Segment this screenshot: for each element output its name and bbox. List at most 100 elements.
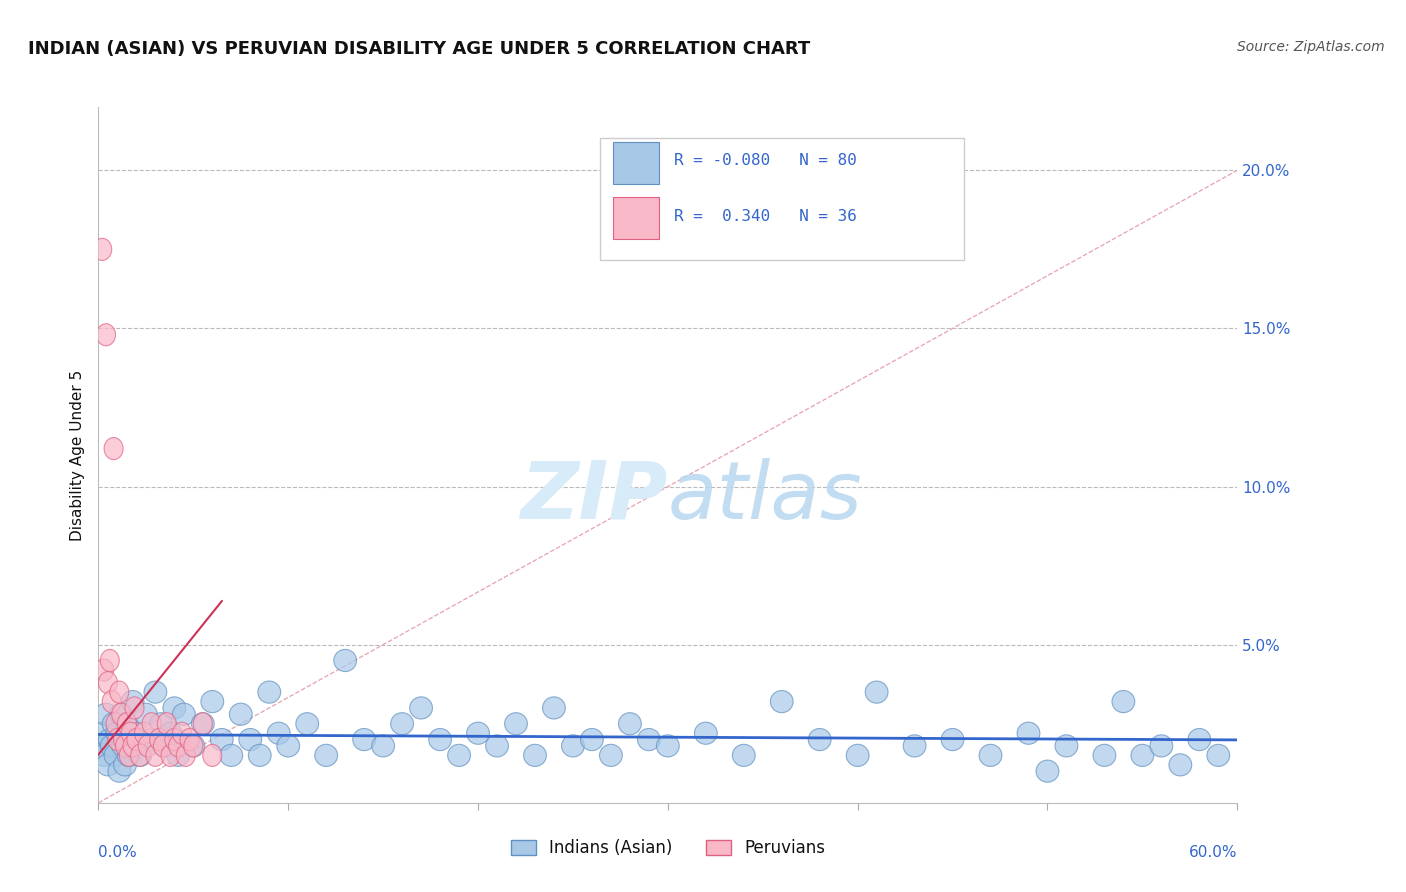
- Ellipse shape: [176, 744, 195, 766]
- Ellipse shape: [1017, 723, 1040, 744]
- Text: R = -0.080   N = 80: R = -0.080 N = 80: [673, 153, 856, 168]
- Ellipse shape: [211, 729, 233, 751]
- FancyBboxPatch shape: [613, 142, 659, 184]
- Ellipse shape: [637, 729, 661, 751]
- Ellipse shape: [695, 723, 717, 744]
- FancyBboxPatch shape: [599, 138, 965, 260]
- Ellipse shape: [153, 735, 173, 757]
- Text: 0.0%: 0.0%: [98, 845, 138, 860]
- Ellipse shape: [104, 437, 124, 459]
- Ellipse shape: [97, 754, 120, 776]
- Ellipse shape: [581, 729, 603, 751]
- Ellipse shape: [121, 690, 143, 713]
- Ellipse shape: [162, 744, 180, 766]
- Ellipse shape: [163, 697, 186, 719]
- Ellipse shape: [125, 723, 148, 744]
- Ellipse shape: [194, 713, 212, 735]
- Ellipse shape: [657, 735, 679, 757]
- Ellipse shape: [159, 723, 181, 744]
- FancyBboxPatch shape: [613, 197, 659, 239]
- Ellipse shape: [173, 723, 191, 744]
- Ellipse shape: [103, 713, 125, 735]
- Ellipse shape: [111, 703, 131, 725]
- Ellipse shape: [120, 729, 142, 751]
- Legend: Indians (Asian), Peruvians: Indians (Asian), Peruvians: [503, 833, 832, 864]
- Ellipse shape: [114, 754, 136, 776]
- Ellipse shape: [561, 735, 585, 757]
- Ellipse shape: [391, 713, 413, 735]
- Ellipse shape: [135, 723, 153, 744]
- Ellipse shape: [505, 713, 527, 735]
- Ellipse shape: [105, 723, 129, 744]
- Ellipse shape: [239, 729, 262, 751]
- Ellipse shape: [165, 729, 184, 751]
- Ellipse shape: [1092, 744, 1116, 766]
- Ellipse shape: [111, 735, 135, 757]
- Ellipse shape: [808, 729, 831, 751]
- Ellipse shape: [121, 723, 141, 744]
- Ellipse shape: [89, 735, 111, 757]
- Ellipse shape: [149, 729, 169, 751]
- Text: ZIP: ZIP: [520, 458, 668, 536]
- Ellipse shape: [98, 729, 121, 751]
- Ellipse shape: [157, 713, 176, 735]
- Ellipse shape: [333, 649, 357, 672]
- Ellipse shape: [135, 703, 157, 725]
- Ellipse shape: [1206, 744, 1230, 766]
- Ellipse shape: [181, 735, 205, 757]
- Ellipse shape: [143, 681, 167, 703]
- Ellipse shape: [1130, 744, 1154, 766]
- Ellipse shape: [315, 744, 337, 766]
- Ellipse shape: [108, 760, 131, 782]
- Ellipse shape: [120, 744, 138, 766]
- Ellipse shape: [138, 735, 157, 757]
- Ellipse shape: [173, 703, 195, 725]
- Text: R =  0.340   N = 36: R = 0.340 N = 36: [673, 209, 856, 224]
- Ellipse shape: [115, 713, 138, 735]
- Ellipse shape: [277, 735, 299, 757]
- Ellipse shape: [118, 713, 136, 735]
- Ellipse shape: [105, 713, 125, 735]
- Ellipse shape: [353, 729, 375, 751]
- Ellipse shape: [903, 735, 927, 757]
- Ellipse shape: [180, 729, 200, 751]
- Ellipse shape: [733, 744, 755, 766]
- Ellipse shape: [485, 735, 509, 757]
- Ellipse shape: [249, 744, 271, 766]
- Ellipse shape: [125, 697, 143, 719]
- Ellipse shape: [191, 713, 214, 735]
- Ellipse shape: [103, 690, 121, 713]
- Ellipse shape: [97, 324, 115, 346]
- Ellipse shape: [146, 744, 165, 766]
- Ellipse shape: [409, 697, 433, 719]
- Ellipse shape: [257, 681, 281, 703]
- Y-axis label: Disability Age Under 5: Disability Age Under 5: [70, 369, 86, 541]
- Ellipse shape: [543, 697, 565, 719]
- Ellipse shape: [267, 723, 290, 744]
- Ellipse shape: [124, 735, 142, 757]
- Ellipse shape: [202, 744, 222, 766]
- Ellipse shape: [131, 744, 149, 766]
- Ellipse shape: [167, 744, 190, 766]
- Ellipse shape: [979, 744, 1002, 766]
- Ellipse shape: [1150, 735, 1173, 757]
- Ellipse shape: [184, 735, 202, 757]
- Ellipse shape: [98, 672, 118, 694]
- Ellipse shape: [1054, 735, 1078, 757]
- Ellipse shape: [770, 690, 793, 713]
- Ellipse shape: [229, 703, 252, 725]
- Ellipse shape: [169, 735, 187, 757]
- Ellipse shape: [127, 729, 146, 751]
- Ellipse shape: [846, 744, 869, 766]
- Ellipse shape: [93, 238, 111, 260]
- Ellipse shape: [91, 723, 114, 744]
- Ellipse shape: [447, 744, 471, 766]
- Ellipse shape: [219, 744, 243, 766]
- Text: atlas: atlas: [668, 458, 863, 536]
- Ellipse shape: [129, 744, 152, 766]
- Ellipse shape: [429, 729, 451, 751]
- Ellipse shape: [619, 713, 641, 735]
- Ellipse shape: [94, 659, 114, 681]
- Ellipse shape: [142, 713, 162, 735]
- Ellipse shape: [110, 681, 129, 703]
